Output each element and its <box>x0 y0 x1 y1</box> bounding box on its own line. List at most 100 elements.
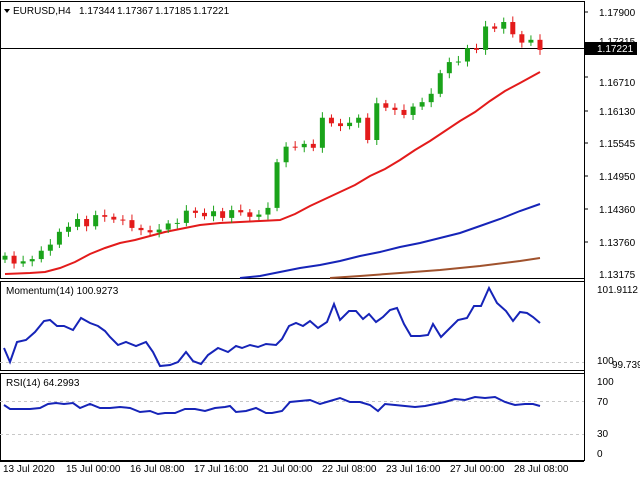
candle-bearish <box>11 255 17 264</box>
candle-bullish <box>483 26 489 50</box>
candle-bullish <box>38 250 44 260</box>
candle-bullish <box>274 162 280 208</box>
candle-bearish <box>192 210 198 213</box>
candle-bullish <box>174 222 180 224</box>
candle-bullish <box>428 93 434 103</box>
candle-bearish <box>401 109 407 115</box>
candle-bullish <box>319 117 325 148</box>
candle-bearish <box>201 212 207 217</box>
candle-bearish <box>383 103 389 108</box>
candle-bullish <box>446 62 452 74</box>
ma-medium-line <box>239 203 541 279</box>
ohlc-high: 1.17367 <box>117 6 154 17</box>
candle-bullish <box>156 229 162 233</box>
candle-bearish <box>474 48 480 50</box>
candle-bullish <box>265 207 271 215</box>
candle-bullish <box>93 215 99 227</box>
candle-bearish <box>84 219 90 227</box>
candle-bearish <box>220 211 226 218</box>
candle-bullish <box>301 143 307 148</box>
momentum-tick: 100 <box>597 356 614 367</box>
candle-bullish <box>356 117 362 123</box>
momentum-tick: 99.7399 <box>612 360 640 371</box>
candle-bearish <box>537 39 543 50</box>
rsi-tick: 30 <box>597 429 609 440</box>
rsi-tick: 100 <box>597 377 614 388</box>
rsi-tick: 0 <box>597 449 603 460</box>
candle-bullish <box>20 261 26 264</box>
candle-bullish <box>283 146 289 163</box>
candle-bullish <box>29 259 35 262</box>
price-tick: 1.14950 <box>599 172 636 183</box>
chart-header: EURUSD,H4 1.17344 1.17367 1.17185 1.1722… <box>4 6 230 17</box>
candle-bullish <box>501 22 507 29</box>
time-tick: 28 Jul 08:00 <box>514 464 569 475</box>
price-tick: 1.16130 <box>599 107 636 118</box>
candle-bullish <box>183 210 189 223</box>
candle-bearish <box>129 220 135 228</box>
candlestick-series <box>2 16 543 269</box>
price-tick: 1.14360 <box>599 205 636 216</box>
candle-bullish <box>528 39 534 43</box>
price-tick: 1.13175 <box>599 270 636 281</box>
candle-bearish <box>519 34 525 43</box>
time-tick: 23 Jul 16:00 <box>386 464 441 475</box>
candle-bullish <box>437 73 443 94</box>
candle-bearish <box>365 117 371 140</box>
price-tick: 1.13760 <box>599 238 636 249</box>
candle-bullish <box>410 106 416 115</box>
candle-bullish <box>165 223 171 230</box>
price-tick: 1.16710 <box>599 78 636 89</box>
price-tick: 1.15545 <box>599 139 636 150</box>
candle-bearish <box>102 215 108 217</box>
ma-fast-line <box>4 71 541 275</box>
momentum-label: Momentum(14) 100.9273 <box>6 286 119 297</box>
current-price-box <box>585 42 637 55</box>
candle-bullish <box>464 48 470 62</box>
candle-bullish <box>419 102 425 107</box>
price-axis: 1.17900 1.17315 1.16710 1.16130 1.15545 … <box>584 8 636 281</box>
time-axis: 13 Jul 2020 15 Jul 00:00 16 Jul 08:00 17… <box>0 461 584 475</box>
candle-bullish <box>56 231 62 245</box>
candle-bullish <box>65 226 71 232</box>
rsi-tick: 70 <box>597 397 609 408</box>
momentum-line <box>3 285 541 368</box>
rsi-line <box>3 395 541 416</box>
candle-bullish <box>75 219 81 227</box>
ohlc-open: 1.17344 <box>79 6 116 17</box>
candle-bearish <box>292 146 298 148</box>
candle-bearish <box>510 22 516 35</box>
ohlc-low: 1.17185 <box>155 6 192 17</box>
candle-bearish <box>147 230 153 233</box>
time-tick: 15 Jul 00:00 <box>66 464 121 475</box>
candle-bullish <box>347 122 353 127</box>
price-panel-frame <box>0 1 585 279</box>
candle-bullish <box>2 255 8 260</box>
candle-bearish <box>338 123 344 127</box>
candle-bullish <box>374 103 380 140</box>
ohlc-close: 1.17221 <box>193 6 230 17</box>
candle-bearish <box>247 212 253 217</box>
candle-bearish <box>138 227 144 231</box>
collapse-triangle-icon[interactable] <box>4 9 10 13</box>
candle-bearish <box>310 143 316 148</box>
price-tick: 1.17900 <box>599 8 636 19</box>
candle-bearish <box>392 107 398 110</box>
ma-slow-line <box>329 257 541 279</box>
candle-bullish <box>47 244 53 251</box>
candle-bearish <box>328 117 334 124</box>
time-tick: 13 Jul 2020 <box>3 464 55 475</box>
candle-bullish <box>455 61 461 63</box>
candle-bullish <box>256 214 262 217</box>
time-tick: 16 Jul 08:00 <box>130 464 185 475</box>
rsi-label: RSI(14) 64.2993 <box>6 378 80 389</box>
candle-bearish <box>111 216 117 220</box>
candle-bullish <box>229 210 235 218</box>
time-tick: 17 Jul 16:00 <box>194 464 249 475</box>
candle-bearish <box>492 26 498 29</box>
time-tick: 22 Jul 08:00 <box>322 464 377 475</box>
candle-bearish <box>238 210 244 213</box>
current-price-label: 1.17221 <box>597 44 634 55</box>
symbol-timeframe: EURUSD,H4 <box>13 6 71 17</box>
